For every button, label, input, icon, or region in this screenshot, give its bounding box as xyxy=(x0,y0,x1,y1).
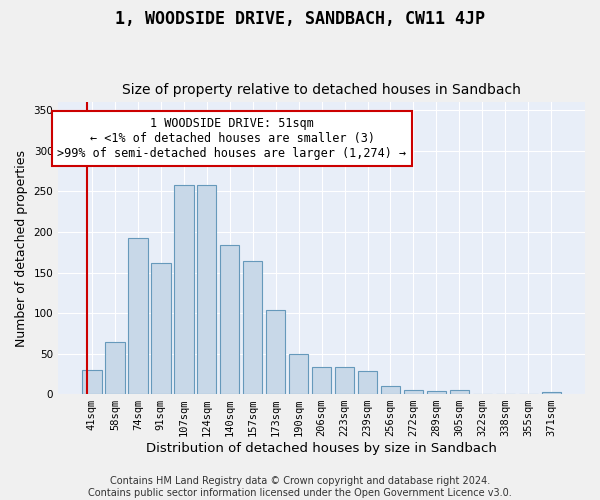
Text: 1, WOODSIDE DRIVE, SANDBACH, CW11 4JP: 1, WOODSIDE DRIVE, SANDBACH, CW11 4JP xyxy=(115,10,485,28)
Bar xyxy=(82,370,101,394)
Bar xyxy=(105,342,125,394)
Bar xyxy=(220,245,239,394)
Bar xyxy=(312,368,331,394)
Bar xyxy=(335,368,355,394)
Y-axis label: Number of detached properties: Number of detached properties xyxy=(15,150,28,346)
Bar xyxy=(542,392,561,394)
Bar xyxy=(243,261,262,394)
Bar xyxy=(449,390,469,394)
Bar xyxy=(174,185,194,394)
Text: 1 WOODSIDE DRIVE: 51sqm
← <1% of detached houses are smaller (3)
>99% of semi-de: 1 WOODSIDE DRIVE: 51sqm ← <1% of detache… xyxy=(58,117,407,160)
Bar xyxy=(266,310,286,394)
Bar xyxy=(427,391,446,394)
Bar xyxy=(358,370,377,394)
Bar xyxy=(381,386,400,394)
Text: Contains HM Land Registry data © Crown copyright and database right 2024.
Contai: Contains HM Land Registry data © Crown c… xyxy=(88,476,512,498)
X-axis label: Distribution of detached houses by size in Sandbach: Distribution of detached houses by size … xyxy=(146,442,497,455)
Bar xyxy=(151,263,170,394)
Bar xyxy=(128,238,148,394)
Bar xyxy=(197,185,217,394)
Bar xyxy=(404,390,423,394)
Bar xyxy=(289,354,308,394)
Title: Size of property relative to detached houses in Sandbach: Size of property relative to detached ho… xyxy=(122,83,521,97)
